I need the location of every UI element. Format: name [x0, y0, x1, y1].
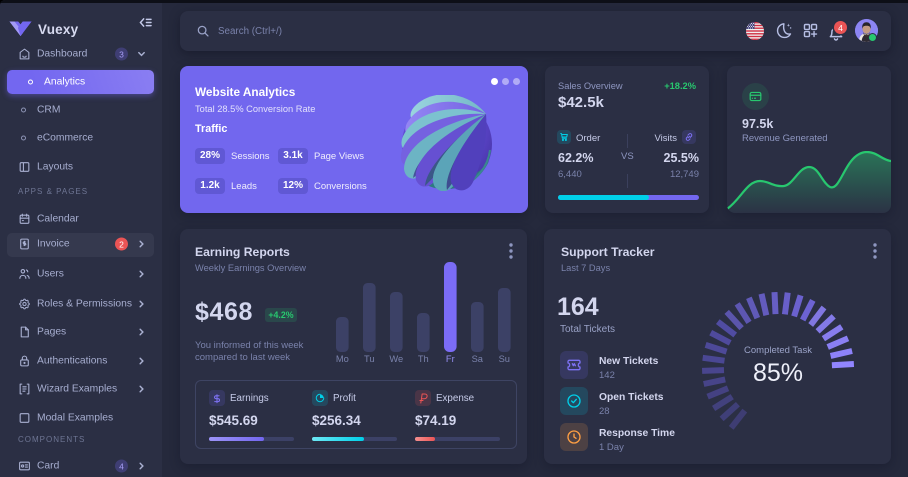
svg-text:Th: Th [418, 354, 429, 364]
svg-text:Su: Su [499, 354, 510, 364]
svg-text:Fr: Fr [446, 354, 455, 364]
svg-text:Sa: Sa [472, 354, 484, 364]
svg-text:Mo: Mo [336, 354, 349, 364]
svg-text:We: We [389, 354, 403, 364]
svg-text:Tu: Tu [364, 354, 375, 364]
